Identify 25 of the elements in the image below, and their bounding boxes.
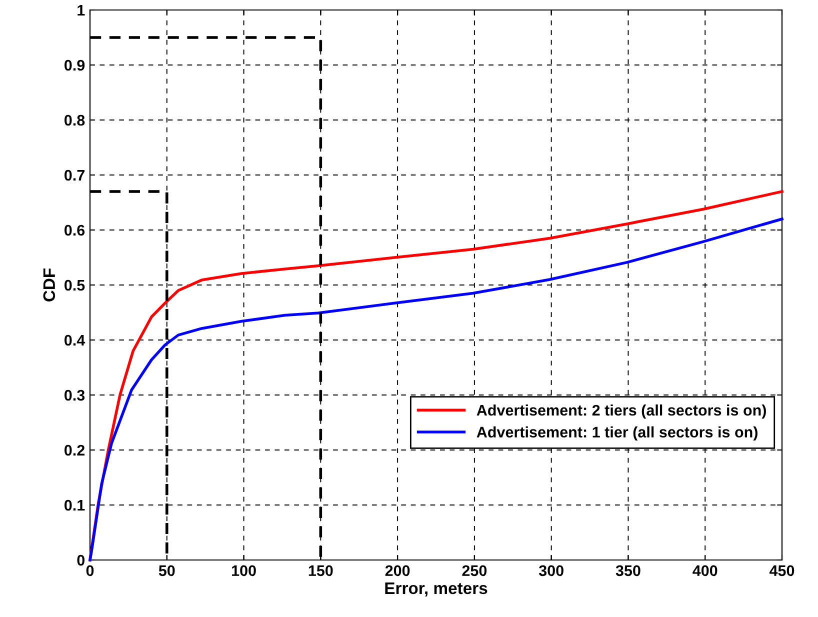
y-tick-label: 0 [77, 554, 85, 566]
y-tick-label: 0.4 [64, 334, 86, 346]
y-tick-label: 0.3 [64, 390, 85, 401]
x-tick-label: 200 [385, 565, 410, 576]
y-tick-label: 0.2 [64, 444, 85, 456]
x-tick-label: 0 [86, 565, 94, 576]
y-tick-label: 0.6 [64, 224, 85, 236]
x-tick-label: 400 [692, 565, 718, 576]
y-tick-label: 1 [78, 5, 85, 16]
y-tick-label: 0.8 [64, 114, 85, 126]
legend-label: Advertisement: 1 tier (all sectors is on) [476, 426, 758, 441]
x-tick-label: 250 [462, 565, 487, 576]
legend-label: Advertisement: 2 tiers (all sectors is on) [476, 404, 766, 419]
y-tick-label: 0.7 [64, 170, 84, 181]
y-tick-label: 0.9 [64, 60, 85, 71]
x-tick-label: 50 [158, 565, 175, 576]
y-tick-label: 0.1 [64, 500, 85, 511]
x-axis-title: Error, meters [385, 582, 488, 597]
x-tick-label: 150 [308, 565, 333, 576]
x-tick-label: 100 [232, 565, 256, 576]
y-tick-label: 0.5 [64, 280, 85, 291]
x-tick-label: 450 [769, 565, 794, 576]
x-tick-label: 350 [616, 565, 640, 576]
x-tick-label: 300 [538, 565, 564, 576]
y-axis-title: CDF [43, 268, 56, 302]
